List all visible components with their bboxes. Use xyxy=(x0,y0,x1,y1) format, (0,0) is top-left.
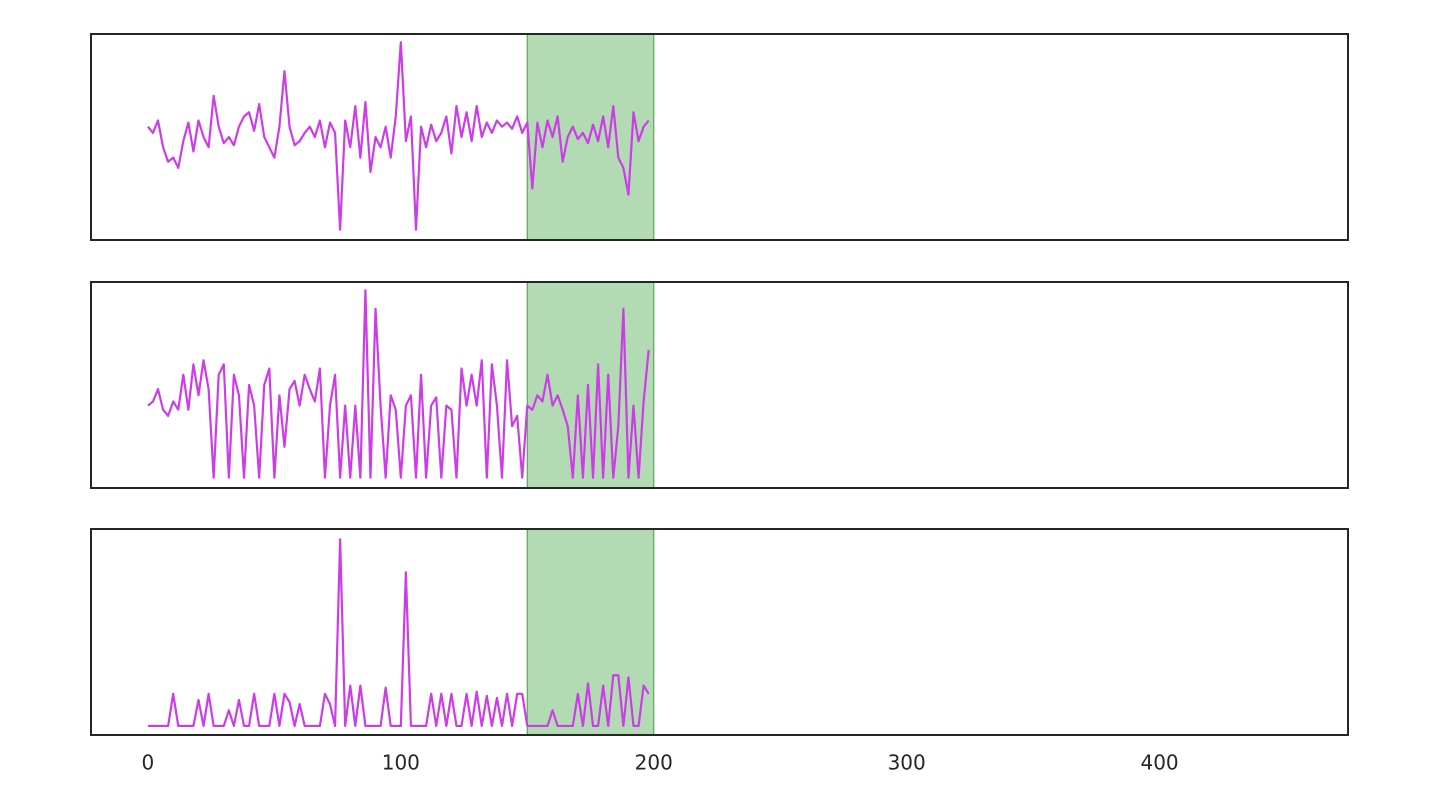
axes-frame xyxy=(90,528,1349,736)
x-tick-label: 100 xyxy=(382,751,420,775)
x-tick-label: 0 xyxy=(142,751,155,775)
data-line xyxy=(147,41,650,231)
x-tick-label: 300 xyxy=(888,751,926,775)
data-line xyxy=(147,289,650,479)
axes-frame xyxy=(90,33,1349,241)
x-tick-label: 200 xyxy=(635,751,673,775)
data-line xyxy=(147,538,650,728)
x-tick-label: 400 xyxy=(1140,751,1178,775)
axes-frame xyxy=(90,281,1349,489)
